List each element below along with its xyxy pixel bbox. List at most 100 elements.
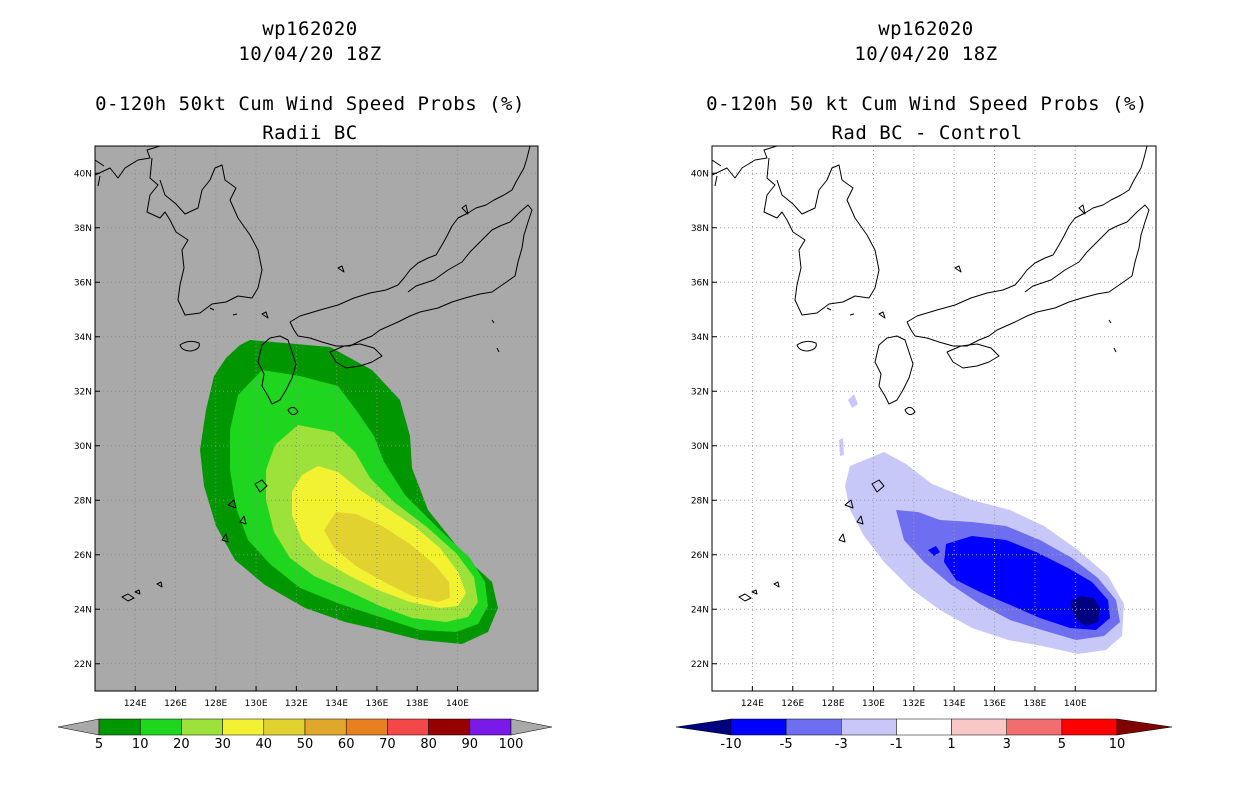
y-tick-label: 38N — [691, 224, 709, 234]
colorbar-label: 10 — [132, 737, 149, 752]
colorbar-label: 30 — [214, 737, 231, 752]
y-tick-label: 40N — [74, 169, 92, 179]
y-tick-label: 40N — [691, 169, 709, 179]
y-tick-label: 36N — [74, 278, 92, 288]
y-tick-label: 38N — [74, 224, 92, 234]
right-panel-titles: 0-120h 50 kt Cum Wind Speed Probs (%) Ra… — [627, 90, 1227, 148]
colorbar-label: 10 — [1109, 737, 1126, 752]
colorbar-label: 60 — [338, 737, 355, 752]
colorbar-label: -3 — [835, 737, 848, 752]
colorbar-swatch — [841, 718, 897, 736]
colorbar-swatch — [263, 718, 306, 736]
x-tick-label: 140E — [446, 699, 469, 709]
colorbar-label: 5 — [95, 737, 103, 752]
right-grid — [712, 146, 1156, 691]
y-tick-label: 34N — [74, 333, 92, 343]
colorbar-swatch — [387, 718, 429, 736]
colorbar-label: 3 — [1003, 737, 1011, 752]
colorbar-swatch — [222, 718, 265, 736]
colorbar-label: -5 — [780, 737, 793, 752]
right-chart-title: 0-120h 50 kt Cum Wind Speed Probs (%) — [706, 93, 1148, 115]
left-axis-ticks: 124E 126E 128E 130E 132E 134E 136E 138E 140E 22N 2… — [74, 169, 469, 709]
x-tick-label: 124E — [741, 699, 764, 709]
left-storm-id: wp162020 — [262, 18, 358, 40]
y-tick-label: 22N — [74, 660, 92, 670]
colorbar-swatch — [896, 718, 952, 736]
colorbar-label: 100 — [499, 737, 524, 752]
colorbar-label: 90 — [462, 737, 479, 752]
left-contour-40 — [324, 512, 450, 602]
colorbar-label: 40 — [256, 737, 273, 752]
colorbar-label: 20 — [173, 737, 190, 752]
right-chart-subtitle: Rad BC - Control — [831, 122, 1023, 144]
x-tick-label: 130E — [862, 699, 885, 709]
colorbar-swatch — [139, 718, 182, 736]
right-contour-minus-10 — [1070, 596, 1100, 626]
colorbar-label: 80 — [420, 737, 437, 752]
x-tick-label: 132E — [902, 699, 925, 709]
right-colorbar: -10 -5 -3 -1 1 3 5 10 — [675, 718, 1173, 752]
right-contour-minus-5 — [944, 536, 1110, 630]
colorbar-label: 5 — [1058, 737, 1066, 752]
colorbar-swatch — [304, 718, 347, 736]
x-tick-label: 128E — [204, 699, 227, 709]
x-tick-label: 132E — [285, 699, 308, 709]
left-date: 10/04/20 18Z — [238, 43, 382, 65]
x-tick-label: 136E — [365, 699, 388, 709]
colorbar-swatch — [1061, 718, 1118, 736]
left-colorbar: 5 10 20 30 40 50 60 70 80 90 100 — [57, 718, 553, 752]
y-tick-label: 36N — [691, 278, 709, 288]
x-tick-label: 134E — [325, 699, 348, 709]
left-probability-field — [200, 340, 498, 644]
right-axis-ticks: 124E 126E 128E 130E 132E 134E 136E 138E 140E 22N 2… — [691, 169, 1087, 709]
y-tick-label: 32N — [691, 387, 709, 397]
left-grid — [95, 146, 538, 691]
right-storm-id: wp162020 — [878, 18, 974, 40]
y-tick-label: 30N — [691, 442, 709, 452]
right-contour-minus-5-spot — [928, 546, 940, 556]
x-tick-label: 128E — [822, 699, 845, 709]
colorbar-swatch — [469, 718, 512, 736]
x-tick-label: 126E — [164, 699, 187, 709]
colorbar-over-arrow — [510, 718, 553, 736]
y-tick-label: 24N — [691, 605, 709, 615]
colorbar-swatch — [428, 718, 471, 736]
colorbar-over-arrow — [1116, 718, 1173, 736]
colorbar-swatch — [730, 718, 787, 736]
left-map-panel: 124E 126E 128E 130E 132E 134E 136E 138E 140E 22N 2… — [74, 145, 539, 709]
y-tick-label: 22N — [691, 660, 709, 670]
colorbar-label: 50 — [297, 737, 314, 752]
x-tick-label: 138E — [1023, 699, 1046, 709]
colorbar-under-arrow — [675, 718, 732, 736]
colorbar-label: 70 — [379, 737, 396, 752]
right-difference-field — [839, 394, 1124, 654]
y-tick-label: 28N — [74, 496, 92, 506]
colorbar-swatch — [98, 718, 141, 736]
colorbar-swatch — [951, 718, 1007, 736]
x-tick-label: 136E — [983, 699, 1006, 709]
y-tick-label: 26N — [74, 551, 92, 561]
x-tick-label: 134E — [943, 699, 966, 709]
colorbar-label: 1 — [947, 737, 955, 752]
left-chart-title: 0-120h 50kt Cum Wind Speed Probs (%) — [95, 93, 525, 115]
colorbar-under-arrow — [57, 718, 100, 736]
colorbar-swatch — [785, 718, 842, 736]
x-tick-label: 138E — [406, 699, 429, 709]
colorbar-label: -1 — [890, 737, 903, 752]
colorbar-swatch — [345, 718, 388, 736]
y-tick-label: 28N — [691, 496, 709, 506]
y-tick-label: 26N — [691, 551, 709, 561]
left-chart-subtitle: Radii BC — [262, 122, 358, 144]
right-panel-header: wp162020 10/04/20 18Z — [646, 17, 1206, 67]
x-tick-label: 130E — [245, 699, 268, 709]
colorbar-swatch — [1006, 718, 1063, 736]
y-tick-label: 32N — [74, 387, 92, 397]
colorbar-label: -10 — [720, 737, 741, 752]
y-tick-label: 24N — [74, 605, 92, 615]
y-tick-label: 34N — [691, 333, 709, 343]
colorbar-swatch — [181, 718, 223, 736]
x-tick-label: 140E — [1064, 699, 1087, 709]
x-tick-label: 126E — [781, 699, 804, 709]
left-panel-titles: 0-120h 50kt Cum Wind Speed Probs (%) Rad… — [10, 90, 610, 148]
